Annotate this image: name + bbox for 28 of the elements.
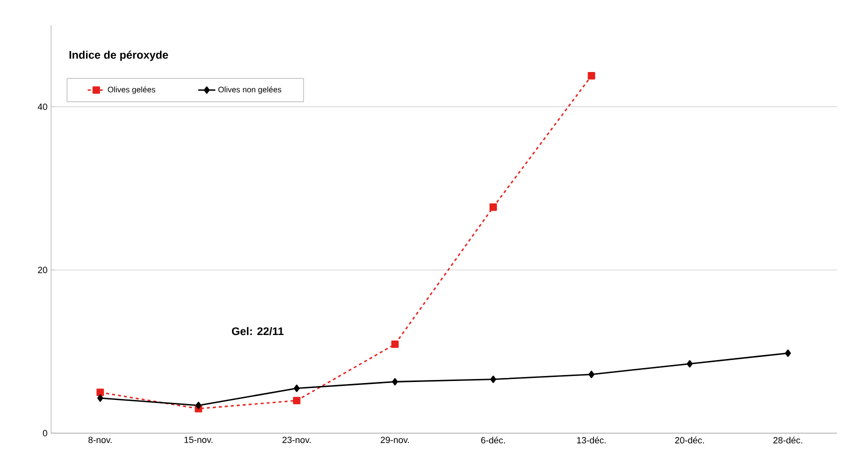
x-tick-label: 8-nov. — [88, 436, 112, 444]
x-tick-label: 15-nov. — [184, 436, 212, 443]
legend-label: Olives non gelées — [218, 86, 282, 94]
point — [97, 394, 104, 402]
point — [588, 370, 594, 378]
point — [96, 388, 104, 396]
point — [294, 384, 300, 392]
x-tick-label: 29-nov. — [380, 436, 409, 444]
point — [785, 349, 791, 357]
point — [490, 203, 497, 211]
point — [293, 396, 300, 404]
x-tick-label: 23-nov. — [282, 436, 311, 444]
text: Indice de péroxyde — [70, 50, 168, 61]
y-tick-label: 20 — [38, 266, 48, 274]
point — [686, 360, 693, 368]
point — [588, 72, 596, 80]
x-tick-label: 20-déc. — [675, 436, 704, 444]
y-tick-label: 40 — [38, 104, 48, 110]
point — [490, 376, 496, 384]
x-tick-label: 13-déc. — [577, 436, 606, 444]
y-tick-label: 0 — [42, 430, 48, 436]
x-tick-label: 6-déc. — [481, 436, 505, 444]
point — [392, 378, 398, 386]
point — [391, 340, 399, 348]
legend-label: Olives gelées — [108, 86, 156, 94]
annotation: Gel: 22/11 — [232, 327, 284, 336]
point — [196, 402, 202, 410]
x-tick-label: 28-déc. — [773, 436, 802, 444]
